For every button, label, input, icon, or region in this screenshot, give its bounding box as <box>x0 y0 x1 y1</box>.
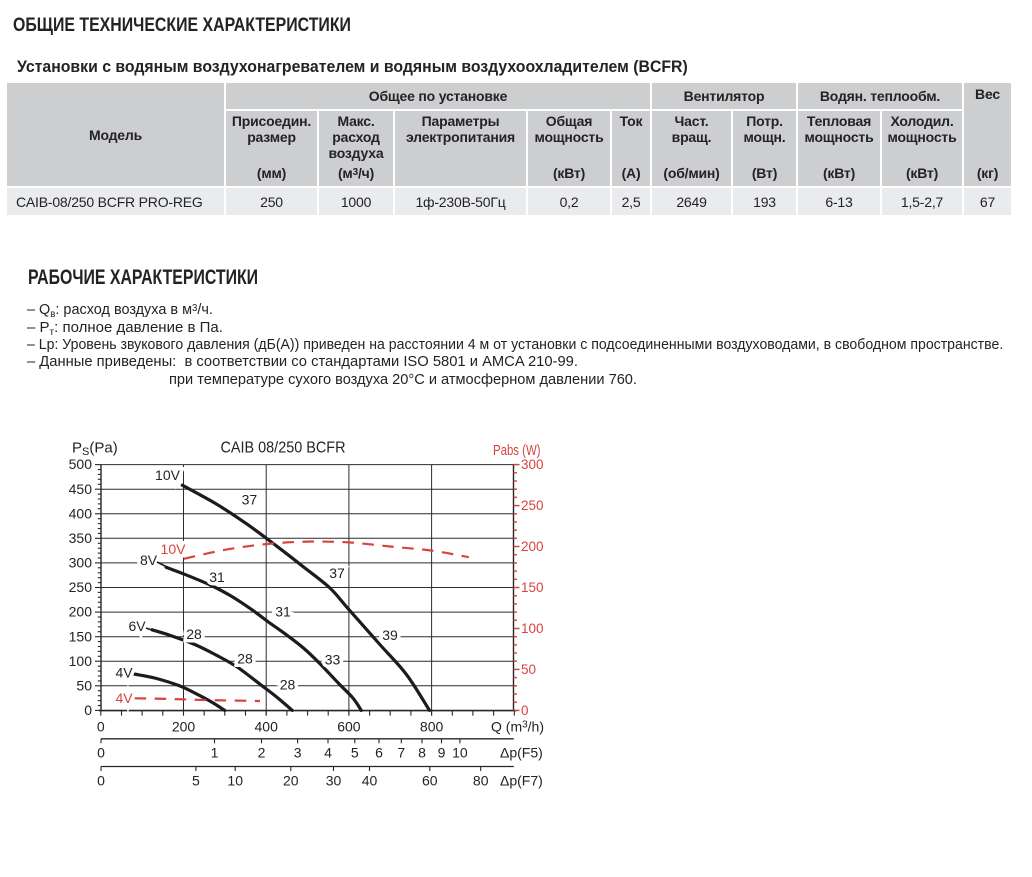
svg-text:0: 0 <box>97 719 105 735</box>
svg-text:37: 37 <box>242 491 258 507</box>
svg-text:300: 300 <box>521 457 544 472</box>
svg-text:31: 31 <box>275 603 291 619</box>
svg-text:400: 400 <box>255 719 279 735</box>
svg-text:80: 80 <box>473 773 489 789</box>
svg-text:350: 350 <box>69 530 93 546</box>
svg-text:1: 1 <box>211 745 219 761</box>
svg-text:6: 6 <box>375 745 383 761</box>
svg-text:40: 40 <box>362 773 378 789</box>
svg-text:CAIB 08/250 BCFR: CAIB 08/250 BCFR <box>221 440 346 457</box>
svg-text:250: 250 <box>521 498 544 513</box>
svg-text:300: 300 <box>69 555 93 571</box>
svg-text:Pabs (W): Pabs (W) <box>493 442 541 459</box>
svg-text:3: 3 <box>294 745 302 761</box>
svg-text:8V: 8V <box>140 552 158 568</box>
svg-text:39: 39 <box>382 627 398 643</box>
svg-text:Δp(F5): Δp(F5) <box>500 745 543 761</box>
svg-text:28: 28 <box>280 676 296 692</box>
svg-text:60: 60 <box>422 773 438 789</box>
svg-text:10: 10 <box>452 745 468 761</box>
svg-text:4: 4 <box>324 745 332 761</box>
svg-text:20: 20 <box>283 773 299 789</box>
svg-text:4V: 4V <box>115 664 133 680</box>
svg-text:9: 9 <box>438 745 446 761</box>
svg-text:28: 28 <box>237 650 253 666</box>
svg-text:8: 8 <box>418 745 426 761</box>
svg-text:800: 800 <box>420 719 444 735</box>
svg-text:100: 100 <box>521 621 544 636</box>
svg-text:4V: 4V <box>115 690 133 706</box>
svg-text:5: 5 <box>351 745 359 761</box>
svg-text:28: 28 <box>186 626 202 642</box>
svg-text:100: 100 <box>69 653 93 669</box>
svg-text:0: 0 <box>97 773 105 789</box>
svg-text:0: 0 <box>97 745 105 761</box>
svg-text:50: 50 <box>521 662 536 677</box>
svg-text:10V: 10V <box>161 541 187 557</box>
svg-text:PS(Pa): PS(Pa) <box>72 440 118 459</box>
svg-text:Q (m3/h): Q (m3/h) <box>491 719 544 735</box>
svg-text:0: 0 <box>84 702 92 718</box>
svg-text:10: 10 <box>227 773 243 789</box>
svg-text:50: 50 <box>76 677 92 693</box>
svg-text:5: 5 <box>192 773 200 789</box>
svg-text:200: 200 <box>172 719 196 735</box>
svg-text:450: 450 <box>69 481 93 497</box>
svg-text:250: 250 <box>69 579 93 595</box>
svg-text:600: 600 <box>337 719 361 735</box>
svg-text:400: 400 <box>69 505 93 521</box>
svg-text:10V: 10V <box>155 467 181 483</box>
svg-text:7: 7 <box>397 745 405 761</box>
svg-text:0: 0 <box>521 703 529 718</box>
svg-text:150: 150 <box>521 580 544 595</box>
svg-text:2: 2 <box>258 745 266 761</box>
svg-text:200: 200 <box>521 539 544 554</box>
svg-text:200: 200 <box>69 604 93 620</box>
svg-text:30: 30 <box>326 773 342 789</box>
svg-text:33: 33 <box>325 651 341 667</box>
svg-text:6V: 6V <box>128 618 146 634</box>
svg-text:500: 500 <box>69 456 93 472</box>
svg-text:37: 37 <box>329 565 345 581</box>
svg-text:150: 150 <box>69 628 93 644</box>
svg-text:Δp(F7): Δp(F7) <box>500 773 543 789</box>
svg-text:31: 31 <box>209 569 225 585</box>
